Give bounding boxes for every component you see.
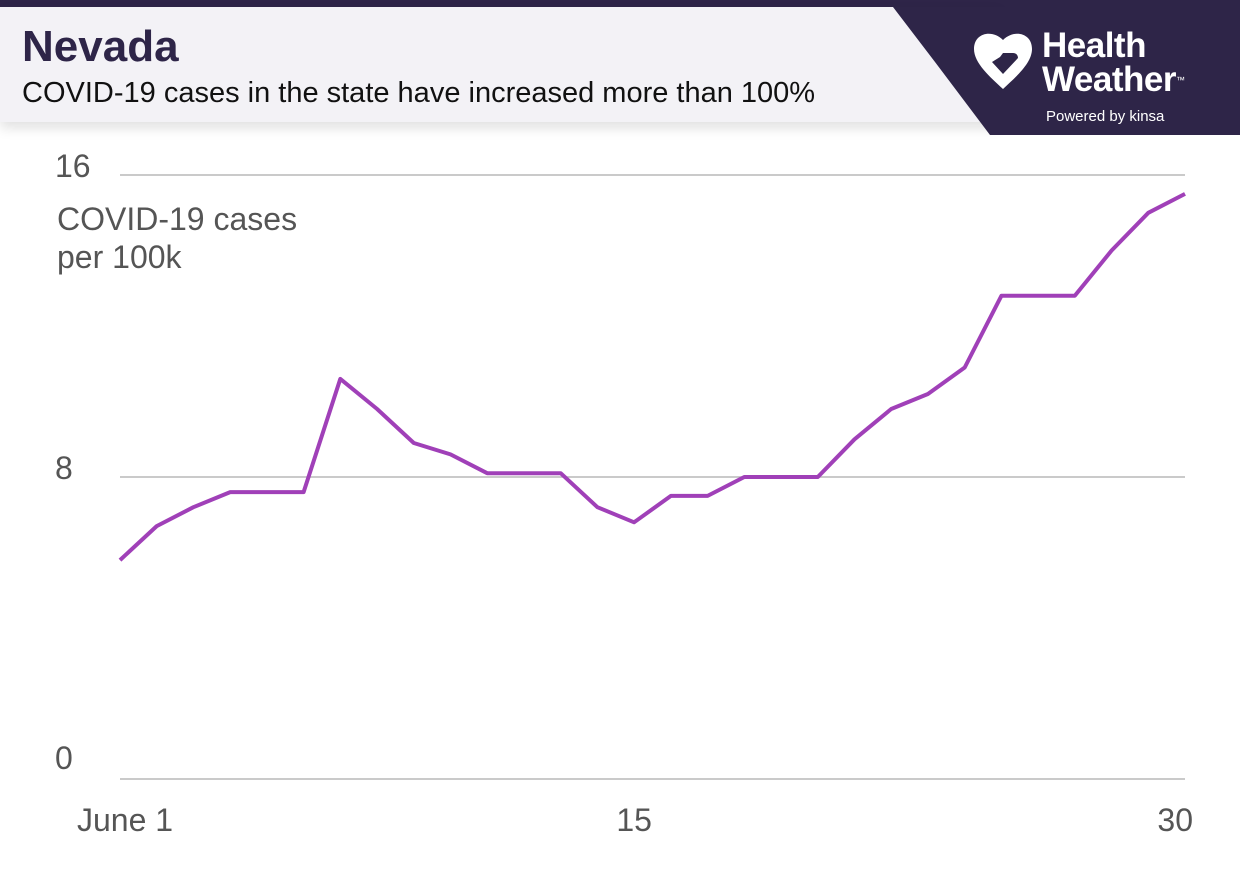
series-line-0 bbox=[118, 192, 1186, 562]
chart-title: Nevada bbox=[22, 22, 179, 71]
brand-badge bbox=[893, 7, 1240, 135]
x-tick-label-30: 30 bbox=[1157, 802, 1193, 838]
y-tick-label-8: 8 bbox=[55, 450, 73, 486]
y-tick-label-0: 0 bbox=[55, 740, 73, 776]
line-chart: 0 8 16 COVID-19 cases per 100k June 1 15 30 bbox=[55, 148, 1193, 838]
brand-line-2-text: Weather bbox=[1042, 60, 1176, 99]
y-tick-label-16: 16 bbox=[55, 148, 91, 184]
y-axis-label-line-1: COVID-19 cases bbox=[57, 201, 297, 237]
top-rule bbox=[0, 0, 1240, 7]
header-band bbox=[0, 7, 1000, 122]
chart-subtitle: COVID-19 cases in the state have increas… bbox=[22, 77, 816, 109]
trademark-symbol: ™ bbox=[1175, 75, 1185, 85]
y-tick-labels: 0 8 16 bbox=[55, 148, 91, 776]
brand-line-1: Health bbox=[1042, 26, 1146, 65]
series-group bbox=[118, 192, 1186, 562]
heart-shield-icon bbox=[974, 33, 1032, 89]
brand-wordmark: Health Weather™ bbox=[1042, 26, 1185, 99]
brand-powered-by: Powered by kinsa bbox=[1046, 108, 1165, 125]
grid-lines bbox=[120, 174, 1185, 780]
y-axis-label-line-2: per 100k bbox=[57, 239, 183, 275]
x-tick-label-1: June 1 bbox=[77, 802, 173, 838]
x-tick-labels: June 1 15 30 bbox=[77, 802, 1193, 838]
x-tick-label-15: 15 bbox=[616, 802, 652, 838]
header: Nevada COVID-19 cases in the state have … bbox=[0, 7, 1240, 137]
brand-line-2: Weather™ bbox=[1042, 60, 1185, 99]
